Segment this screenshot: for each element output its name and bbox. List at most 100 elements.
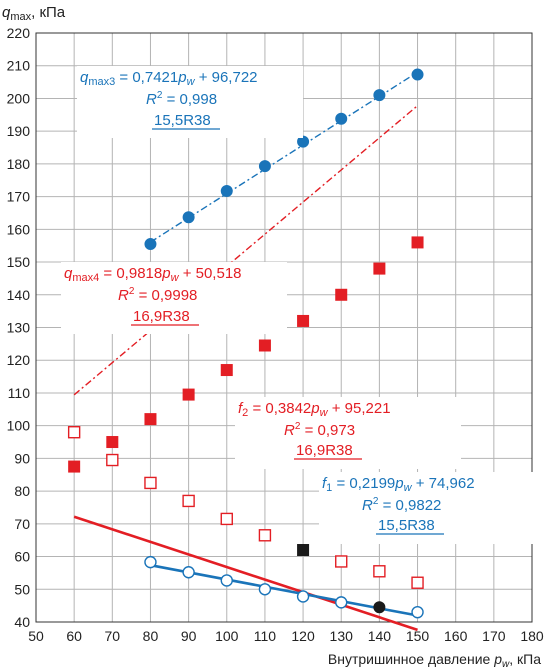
data-points (67, 68, 424, 619)
data-point-f2 (182, 494, 195, 508)
series-label-qmax4: qmax4 = 0,9818pw + 50,518 R2 = 0,9998 16,9… (61, 262, 287, 334)
x-tick-label: 90 (181, 628, 197, 644)
x-tick-label: 80 (143, 628, 159, 644)
y-tick-label: 130 (7, 320, 31, 336)
label-background (61, 262, 287, 334)
fit-line-f2 (73, 515, 418, 632)
data-point-f1 (258, 583, 272, 596)
data-point-qmax3 (335, 112, 348, 125)
x-axis-title: Внутришинное давление pw, кПа (328, 651, 541, 670)
r-squared-text: R2 = 0,998 (146, 90, 217, 108)
data-point-qmax4 (182, 388, 195, 401)
tire-size-text: 15,5R38 (154, 112, 211, 129)
data-point-f2 (220, 512, 233, 526)
data-point-qmax4 (144, 413, 157, 426)
r-squared-text: R2 = 0,973 (284, 421, 355, 439)
series-label-qmax3: qmax3 = 0,7421pw + 96,722 R2 = 0,998 15,5R… (77, 66, 303, 138)
x-tick-label: 130 (330, 628, 354, 644)
x-tick-label: 140 (368, 628, 392, 644)
x-tick-label: 100 (215, 628, 239, 644)
x-tick-label: 60 (66, 628, 82, 644)
label-background (319, 472, 545, 544)
tire-size-text: 16,9R38 (296, 442, 353, 459)
y-tick-label: 170 (7, 189, 31, 205)
data-point-f1 (182, 566, 195, 579)
x-tick-label: 120 (291, 628, 315, 644)
series-label-f1: f1 = 0,2199pw + 74,962 R2 = 0,9822 15,5R38 (319, 472, 545, 544)
data-point-qmax3 (258, 160, 271, 173)
y-tick-label: 120 (7, 352, 31, 368)
y-tick-label: 160 (7, 221, 31, 237)
data-point-qmax3 (411, 68, 424, 81)
axis-titles: qmax, кПа Внутришинное давление pw, кПа (2, 4, 541, 670)
y-tick-label: 140 (7, 287, 31, 303)
data-point-qmax4 (68, 460, 81, 473)
tick-labels: 50 60 70 80 90 100 110 120 130 140 150 160 170 180405… (7, 25, 544, 644)
equation-text: f1 = 0,2199pw + 74,962 (322, 475, 475, 494)
y-tick-label: 40 (14, 614, 30, 630)
label-background (235, 397, 461, 469)
y-tick-label: 150 (7, 254, 31, 270)
data-point-qmax4 (373, 262, 386, 275)
x-tick-label: 170 (482, 628, 506, 644)
data-point-f2 (335, 555, 348, 568)
data-point-f1 (373, 601, 386, 614)
y-tick-label: 100 (7, 418, 31, 434)
equation-text: qmax3 = 0,7421pw + 96,722 (80, 69, 258, 88)
series-label-f2: f2 = 0,3842pw + 95,221 R2 = 0,973 16,9R38 (235, 397, 461, 469)
x-tick-label: 150 (406, 628, 430, 644)
equation-text: f2 = 0,3842pw + 95,221 (238, 400, 391, 419)
data-point-f2 (258, 529, 272, 542)
r-squared-text: R2 = 0,9822 (362, 496, 441, 514)
data-point-f2 (67, 426, 81, 439)
data-point-qmax3 (144, 238, 157, 251)
data-point-f1 (144, 555, 157, 569)
y-tick-label: 220 (7, 25, 31, 41)
data-point-qmax4 (297, 314, 310, 327)
y-tick-label: 80 (14, 483, 30, 499)
plot-frame (35, 32, 533, 623)
data-point-qmax3 (297, 135, 310, 148)
data-point-f1 (335, 596, 348, 609)
x-tick-label: 50 (28, 628, 44, 644)
data-point-qmax3 (182, 211, 195, 224)
data-point-f1 (411, 605, 424, 619)
fit-line-f1 (150, 563, 418, 617)
fit-line-qmax4 (73, 105, 418, 396)
data-point-f1 (296, 590, 310, 603)
y-tick-label: 190 (7, 123, 31, 139)
x-tick-label: 180 (520, 628, 544, 644)
y-tick-label: 110 (8, 385, 31, 401)
y-axis-title: qmax, кПа (2, 4, 66, 23)
y-tick-label: 90 (14, 450, 30, 466)
y-tick-label: 210 (7, 58, 31, 74)
data-point-qmax4 (335, 288, 348, 301)
tire-size-text: 15,5R38 (378, 517, 435, 534)
data-point-qmax4 (411, 236, 424, 249)
data-point-f2 (411, 576, 424, 589)
equation-text: qmax4 = 0,9818pw + 50,518 (64, 265, 242, 284)
data-point-qmax3 (373, 89, 386, 102)
series-labels: qmax3 = 0,7421pw + 96,722 R2 = 0,998 15,5R… (61, 66, 545, 544)
data-point-qmax4 (106, 436, 119, 449)
data-point-f2 (106, 453, 119, 467)
x-tick-label: 110 (254, 628, 277, 644)
fit-lines (73, 71, 418, 632)
y-tick-label: 60 (14, 549, 30, 565)
data-point-qmax4 (220, 364, 233, 377)
y-tick-label: 200 (7, 90, 31, 106)
y-tick-label: 180 (7, 156, 31, 172)
data-point-qmax3 (220, 185, 233, 198)
data-point-qmax4 (258, 339, 271, 352)
x-tick-label: 70 (105, 628, 121, 644)
tire-size-text: 16,9R38 (133, 308, 190, 325)
y-tick-label: 70 (14, 516, 30, 532)
data-point-f2 (297, 544, 310, 557)
data-point-f2 (144, 476, 157, 490)
data-point-f1 (220, 574, 233, 587)
y-tick-label: 50 (14, 581, 30, 597)
label-background (77, 66, 303, 138)
r-squared-text: R2 = 0,9998 (118, 286, 197, 304)
x-tick-label: 160 (444, 628, 468, 644)
